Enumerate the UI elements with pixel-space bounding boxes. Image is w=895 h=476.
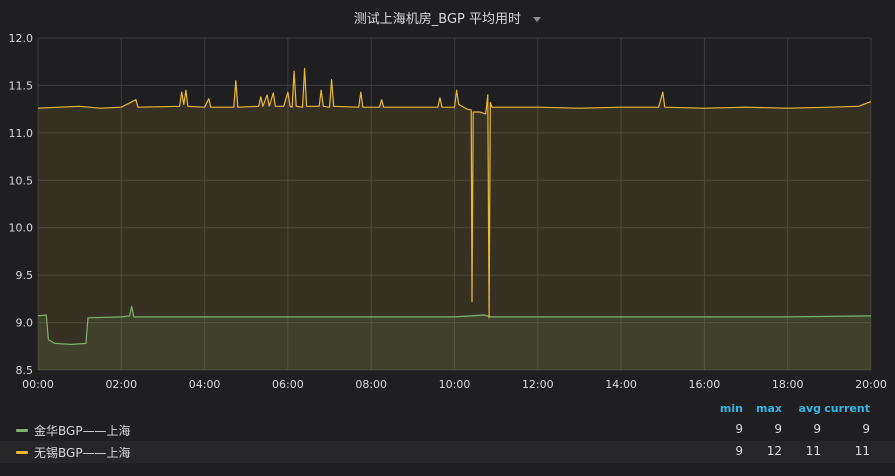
legend-value-avg: 11 — [805, 444, 821, 458]
series-line-0 — [37, 305, 872, 345]
legend-value-avg: 9 — [813, 422, 821, 436]
panel-title[interactable]: 测试上海机房_BGP 平均用时 — [0, 8, 895, 27]
legend-value-min: 9 — [735, 422, 743, 436]
x-tick-label: 10:00 — [439, 378, 471, 391]
legend-header-min[interactable]: min — [719, 402, 743, 415]
legend-value-max: 12 — [766, 444, 782, 458]
y-tick-label: 10.5 — [9, 174, 34, 187]
x-tick-label: 20:00 — [855, 378, 887, 391]
legend-value-min: 9 — [735, 444, 743, 458]
legend-header-current[interactable]: current — [824, 402, 870, 415]
legend-header: min max avg current — [595, 402, 895, 418]
x-tick-label: 18:00 — [772, 378, 804, 391]
legend-header-max[interactable]: max — [756, 402, 782, 415]
x-tick-label: 00:00 — [22, 378, 54, 391]
legend-color-swatch[interactable] — [16, 429, 28, 432]
legend-value-current: 9 — [862, 422, 870, 436]
x-tick-label: 02:00 — [105, 378, 137, 391]
x-tick-label: 06:00 — [272, 378, 304, 391]
y-tick-label: 12.0 — [9, 32, 34, 45]
y-tick-label: 11.5 — [9, 79, 34, 92]
x-tick-label: 08:00 — [355, 378, 387, 391]
x-tick-label: 14:00 — [605, 378, 637, 391]
x-tick-label: 12:00 — [522, 378, 554, 391]
series-fills — [38, 68, 871, 371]
series-fill-1 — [38, 68, 871, 371]
legend-value-max: 9 — [774, 422, 782, 436]
legend-color-swatch[interactable] — [16, 451, 28, 454]
title-dropdown-caret-icon[interactable] — [533, 17, 542, 22]
panel-title-text[interactable]: 测试上海机房_BGP 平均用时 — [353, 12, 522, 27]
legend-value-current: 11 — [854, 444, 870, 458]
time-series-chart[interactable]: 8.5 9.0 9.5 10.0 10.5 11.0 11.5 12.0 00:00 02:00… — [0, 28, 895, 398]
y-tick-label: 8.5 — [16, 364, 34, 377]
x-tick-label: 16:00 — [689, 378, 721, 391]
y-axis: 8.5 9.0 9.5 10.0 10.5 11.0 11.5 12.0 — [9, 32, 34, 377]
legend-header-avg[interactable]: avg — [798, 402, 821, 415]
x-axis: 00:00 02:00 04:00 06:00 08:00 10:00 12:00 14:00… — [22, 378, 887, 391]
y-tick-label: 11.0 — [9, 127, 34, 140]
series-line-1 — [37, 67, 872, 319]
series-fill-0 — [38, 306, 871, 370]
legend-series-name[interactable]: 无锡BGP——上海 — [34, 446, 131, 460]
y-tick-label: 10.0 — [9, 222, 34, 235]
series-lines — [37, 67, 872, 345]
y-tick-label: 9.0 — [16, 317, 34, 330]
legend-series-name[interactable]: 金华BGP——上海 — [34, 424, 131, 438]
x-tick-label: 04:00 — [189, 378, 221, 391]
y-tick-label: 9.5 — [16, 269, 34, 282]
legend-row-wuxi[interactable]: 无锡BGP——上海 9 12 11 11 — [0, 441, 895, 463]
legend-row-jinhua[interactable]: 金华BGP——上海 9 9 9 9 — [0, 419, 895, 441]
